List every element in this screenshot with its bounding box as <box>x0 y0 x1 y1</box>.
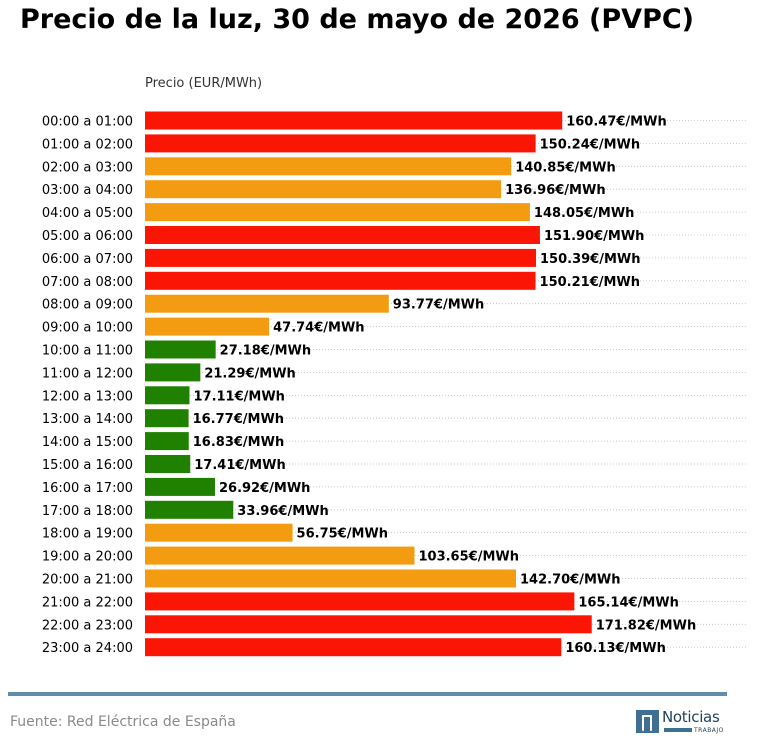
category-label: 18:00 a 19:00 <box>42 527 133 542</box>
category-label: 04:00 a 05:00 <box>42 206 133 221</box>
category-label: 13:00 a 14:00 <box>42 412 133 427</box>
value-label: 150.21€/MWh <box>540 275 641 290</box>
value-label: 165.14€/MWh <box>578 595 679 610</box>
value-label: 21.29€/MWh <box>204 366 295 381</box>
value-label: 16.77€/MWh <box>193 412 284 427</box>
category-label: 14:00 a 15:00 <box>42 435 133 450</box>
category-label: 12:00 a 13:00 <box>42 389 133 404</box>
value-labels: 160.47€/MWh 150.24€/MWh 140.85€/MWh 136.96€… <box>193 115 697 657</box>
category-label: 17:00 a 18:00 <box>42 504 133 519</box>
value-label: 17.41€/MWh <box>194 458 285 473</box>
category-label: 06:00 a 07:00 <box>42 252 133 267</box>
value-label: 27.18€/MWh <box>220 344 311 359</box>
value-label: 160.13€/MWh <box>565 641 666 656</box>
category-label: 21:00 a 22:00 <box>42 595 133 610</box>
bar <box>145 180 502 199</box>
bar <box>145 638 562 657</box>
logo-wordmark: Noticias <box>662 708 720 726</box>
bar <box>145 203 530 222</box>
value-label: 142.70€/MWh <box>520 573 621 588</box>
bar <box>145 615 592 634</box>
category-label: 08:00 a 09:00 <box>42 298 133 313</box>
bar <box>145 592 575 611</box>
bar <box>145 432 189 451</box>
bar <box>145 294 389 313</box>
value-label: 140.85€/MWh <box>515 160 616 175</box>
bar <box>145 226 540 244</box>
bar <box>145 477 215 496</box>
value-label: 93.77€/MWh <box>393 298 484 313</box>
value-label: 47.74€/MWh <box>273 321 364 336</box>
category-label: 07:00 a 08:00 <box>42 275 133 290</box>
footer-rule <box>8 692 727 696</box>
category-labels: 00:00 a 01:00 01:00 a 02:00 02:00 a 03:00 0… <box>42 115 133 657</box>
logo-underline <box>664 728 692 732</box>
bars <box>145 111 592 657</box>
bar <box>145 157 512 176</box>
chart-title: Precio de la luz, 30 de mayo de 2026 (PV… <box>20 4 695 35</box>
x-axis-label: Precio (EUR/MWh) <box>145 76 262 91</box>
value-label: 17.11€/MWh <box>193 389 284 404</box>
value-label: 160.47€/MWh <box>566 115 667 130</box>
category-label: 22:00 a 23:00 <box>42 618 133 633</box>
value-label: 136.96€/MWh <box>505 183 606 198</box>
value-label: 150.24€/MWh <box>540 137 641 152</box>
value-label: 16.83€/MWh <box>193 435 284 450</box>
category-label: 23:00 a 24:00 <box>42 641 133 656</box>
value-label: 148.05€/MWh <box>534 206 635 221</box>
category-label: 09:00 a 10:00 <box>42 321 133 336</box>
bar <box>145 317 270 336</box>
value-label: 26.92€/MWh <box>219 481 310 496</box>
value-label: 103.65€/MWh <box>418 550 519 565</box>
category-label: 19:00 a 20:00 <box>42 550 133 565</box>
bar <box>145 340 216 359</box>
bar <box>145 248 537 267</box>
category-label: 02:00 a 03:00 <box>42 160 133 175</box>
value-label: 150.39€/MWh <box>540 252 641 267</box>
bar <box>145 271 536 290</box>
value-label: 151.90€/MWh <box>544 229 645 244</box>
category-label: 20:00 a 21:00 <box>42 573 133 588</box>
bar <box>145 134 536 153</box>
bar <box>145 409 189 428</box>
category-label: 01:00 a 02:00 <box>42 137 133 152</box>
bar <box>145 111 563 130</box>
noticias-trabajo-logo: Noticias TRABAJO <box>636 708 732 735</box>
category-label: 16:00 a 17:00 <box>42 481 133 496</box>
category-label: 11:00 a 12:00 <box>42 366 133 381</box>
value-label: 33.96€/MWh <box>237 504 328 519</box>
category-label: 15:00 a 16:00 <box>42 458 133 473</box>
bar <box>145 569 517 588</box>
bar <box>145 500 234 519</box>
bar <box>145 523 293 542</box>
category-label: 00:00 a 01:00 <box>42 115 133 130</box>
category-label: 03:00 a 04:00 <box>42 183 133 198</box>
bar <box>145 455 191 473</box>
gridlines <box>145 120 748 648</box>
bar <box>145 363 201 382</box>
value-label: 171.82€/MWh <box>596 618 697 633</box>
logo-mark-icon <box>636 710 659 733</box>
value-label: 56.75€/MWh <box>297 527 388 542</box>
category-label: 05:00 a 06:00 <box>42 229 133 244</box>
category-label: 10:00 a 11:00 <box>42 344 133 359</box>
logo-tagline: TRABAJO <box>694 727 724 734</box>
bar <box>145 546 415 565</box>
bar <box>145 386 190 405</box>
bar-chart: Precio (EUR/MWh) 00:00 a 01:00 01:00 a 02… <box>42 76 748 657</box>
source-text: Fuente: Red Eléctrica de España <box>10 714 236 730</box>
